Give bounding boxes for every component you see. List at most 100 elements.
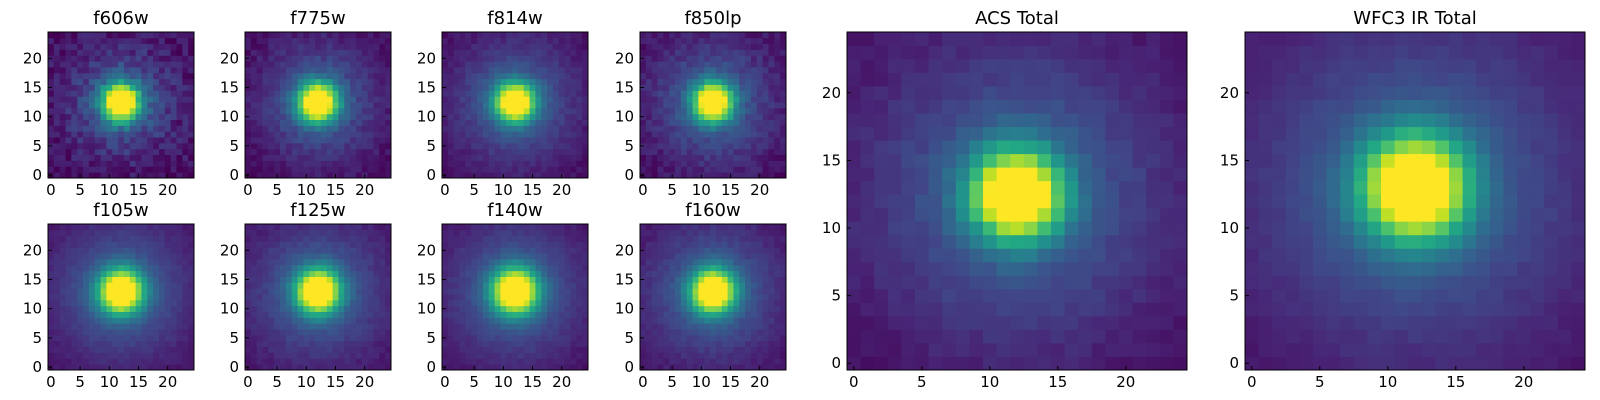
heatmap-cell xyxy=(326,49,333,56)
heatmap-cell xyxy=(645,346,653,353)
heatmap-cell xyxy=(517,113,525,120)
heatmap-cell xyxy=(170,84,177,91)
heatmap-cell xyxy=(465,352,472,359)
heatmap-cell xyxy=(83,352,90,359)
heatmap-cell xyxy=(170,37,177,45)
heatmap-cell xyxy=(285,282,293,289)
heatmap-cell xyxy=(704,311,711,318)
heatmap-cell xyxy=(663,340,670,348)
heatmap-cell xyxy=(123,32,131,39)
heatmap-cell xyxy=(523,340,530,348)
heatmap-cell xyxy=(517,37,525,45)
heatmap-cell xyxy=(373,346,380,353)
heatmap-cell xyxy=(482,72,490,80)
heatmap-cell xyxy=(762,72,769,80)
heatmap-cell xyxy=(582,166,589,173)
heatmap-cell xyxy=(547,282,554,289)
heatmap-cell xyxy=(135,137,142,144)
heatmap-cell xyxy=(710,346,717,353)
heatmap-cell xyxy=(320,358,328,365)
heatmap-cell xyxy=(379,264,386,272)
heatmap-cell xyxy=(768,311,775,318)
heatmap-cell xyxy=(158,119,166,126)
heatmap-cell xyxy=(77,160,84,167)
x-tick-label: 20 xyxy=(158,373,177,391)
heatmap-cell xyxy=(379,247,386,254)
heatmap-cell xyxy=(303,270,310,277)
heatmap-cell xyxy=(170,364,177,371)
heatmap-cell xyxy=(182,282,189,289)
heatmap-cell xyxy=(320,32,328,39)
heatmap-cell xyxy=(529,166,536,173)
heatmap-cell xyxy=(320,43,328,50)
heatmap-cell xyxy=(459,317,466,324)
heatmap-cell xyxy=(361,235,369,242)
heatmap-cell xyxy=(129,154,136,161)
heatmap-cell xyxy=(385,282,392,289)
heatmap-cell xyxy=(135,323,142,330)
heatmap-cell xyxy=(570,288,577,295)
heatmap-cell xyxy=(686,305,693,312)
heatmap-cell xyxy=(291,160,298,167)
heatmap-cell xyxy=(471,55,478,62)
heatmap-cell xyxy=(494,102,501,109)
x-tick-label: 15 xyxy=(326,373,345,391)
heatmap-cell xyxy=(715,67,723,74)
heatmap-cell xyxy=(77,49,84,56)
heatmap-cell xyxy=(453,55,460,62)
heatmap-cell xyxy=(686,148,693,156)
heatmap-cell xyxy=(675,148,682,156)
heatmap-cell xyxy=(373,259,380,266)
heatmap-cell xyxy=(471,253,478,260)
heatmap-cell xyxy=(118,264,125,272)
heatmap-cell xyxy=(535,334,542,342)
heatmap-cell xyxy=(529,229,536,237)
heatmap-cell xyxy=(733,166,740,173)
heatmap-cell xyxy=(361,72,369,80)
heatmap-cell xyxy=(471,329,478,336)
heatmap-cell xyxy=(59,346,66,353)
heatmap-cell xyxy=(692,270,699,277)
heatmap-cell xyxy=(326,224,333,231)
heatmap-cell xyxy=(338,113,345,120)
heatmap-cell xyxy=(645,107,653,115)
heatmap-cell xyxy=(651,346,658,353)
heatmap-cell xyxy=(176,78,183,85)
heatmap-cell xyxy=(59,329,66,336)
heatmap-cell xyxy=(129,299,136,307)
heatmap-cell xyxy=(733,119,740,126)
heatmap-cell xyxy=(442,107,449,115)
heatmap-cell xyxy=(535,32,542,39)
heatmap-cell xyxy=(447,37,455,45)
heatmap-cell xyxy=(698,311,705,318)
heatmap-cell xyxy=(59,55,66,62)
heatmap-cell xyxy=(338,311,345,318)
heatmap-cell xyxy=(680,352,688,359)
heatmap-cell xyxy=(106,67,113,74)
heatmap-cell xyxy=(344,241,351,248)
heatmap-cell xyxy=(188,294,195,301)
heatmap-cell xyxy=(547,294,554,301)
x-tick-label: 20 xyxy=(552,181,571,199)
heatmap-cell xyxy=(385,55,392,62)
heatmap-cell xyxy=(94,282,101,289)
heatmap-cell xyxy=(459,55,466,62)
heatmap-cell xyxy=(745,334,752,342)
heatmap-cell xyxy=(118,323,125,330)
heatmap-cell xyxy=(512,352,519,359)
heatmap-cell xyxy=(710,37,717,45)
heatmap-cell xyxy=(692,43,699,50)
heatmap-cells xyxy=(442,32,589,179)
heatmap-cell xyxy=(344,264,351,272)
heatmap-cell xyxy=(710,43,717,50)
heatmap-cell xyxy=(350,61,357,68)
heatmap-cell xyxy=(704,172,711,179)
heatmap-cell xyxy=(326,241,333,248)
heatmap-cell xyxy=(698,276,705,283)
heatmap-cell xyxy=(541,32,548,39)
heatmap-cell xyxy=(564,340,571,348)
heatmap-cell xyxy=(118,259,125,266)
heatmap-cell xyxy=(442,253,449,260)
heatmap-cell xyxy=(326,334,333,342)
